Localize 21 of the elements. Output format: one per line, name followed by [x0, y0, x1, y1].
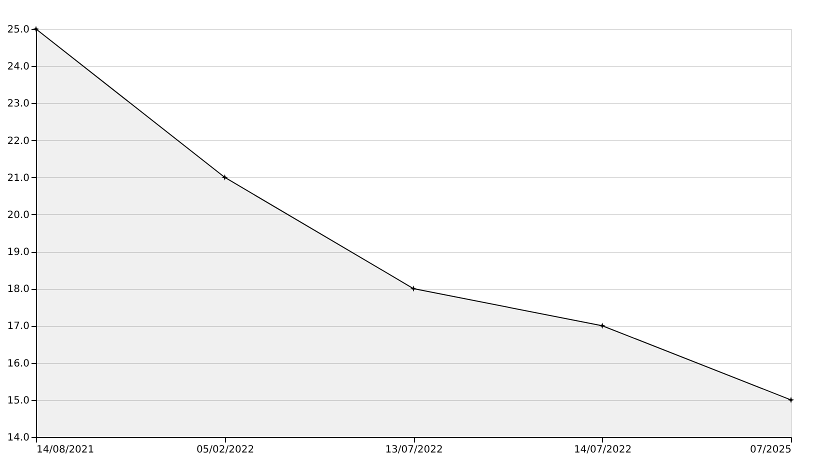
point — [788, 396, 794, 404]
y-tick-label: 16.0 — [7, 358, 30, 370]
x-tick-label: 13/07/2022 — [385, 444, 443, 456]
y-tick-label: 25.0 — [7, 24, 30, 36]
point — [599, 322, 606, 329]
y-tick-label: 14.0 — [7, 432, 30, 444]
point — [222, 174, 228, 181]
y-tick-label: 20.0 — [7, 210, 30, 221]
y-tick-label: 22.0 — [7, 136, 30, 147]
y-tick-label: 21.0 — [7, 172, 30, 184]
x-tick-label: 14/07/2022 — [574, 444, 632, 456]
x-tick-label: 14/08/2021 — [36, 444, 94, 456]
x-tick-label: 05/02/2022 — [196, 444, 254, 456]
y-tick-label: 18.0 — [7, 284, 30, 296]
y-tick-label: 19.0 — [7, 247, 30, 258]
y-tick-label: 23.0 — [7, 98, 30, 110]
y-tick-label: 24.0 — [7, 62, 30, 73]
y-tick-label: 17.0 — [7, 321, 30, 332]
y-tick-label: 15.0 — [7, 395, 30, 406]
point — [410, 285, 417, 292]
x-tick-label: 07/2025 — [750, 444, 792, 456]
